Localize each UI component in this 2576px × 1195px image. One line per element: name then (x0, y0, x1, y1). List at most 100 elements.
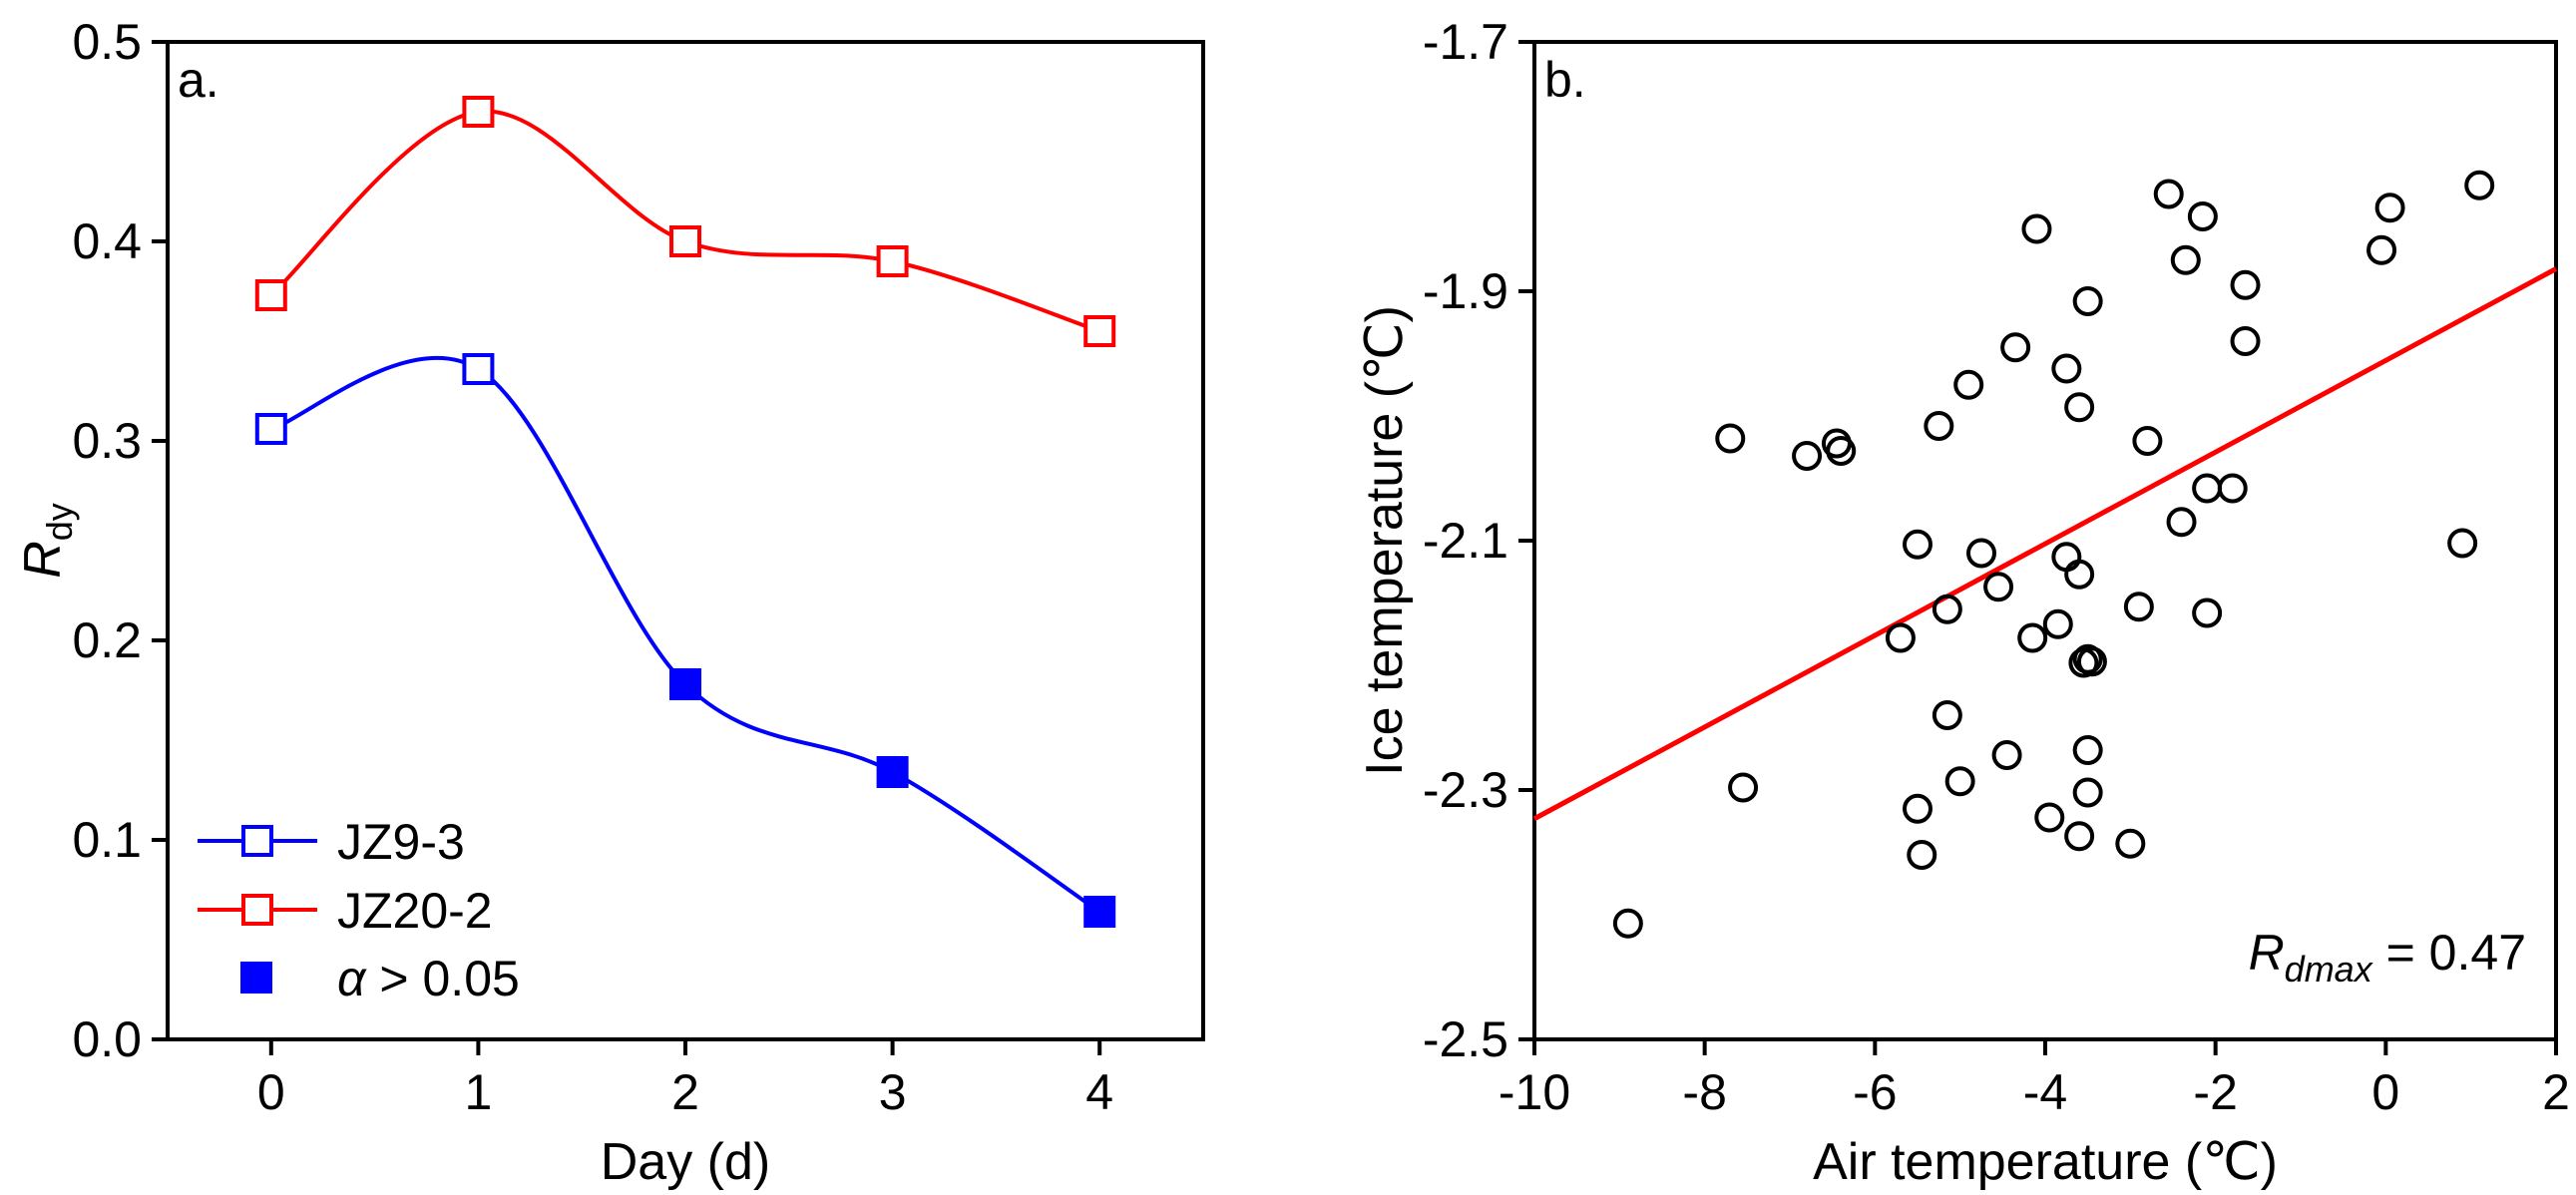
panel-a-x-axis-label: Day (d) (601, 1133, 770, 1191)
scatter-point (1932, 594, 1962, 624)
a-x-tick-label: 4 (1085, 1064, 1113, 1120)
scatter-point (1715, 423, 1746, 454)
a-y-tick-label: 0.1 (72, 812, 142, 868)
legend-item-significance: α > 0.05 (240, 951, 520, 1006)
legend-marker-jz20-2 (241, 894, 273, 926)
scatter-point (1983, 572, 2014, 602)
panel-a-series-markers (254, 96, 1116, 928)
scatter-point (2000, 332, 2031, 363)
legend-label-threshold: > 0.05 (366, 951, 520, 1006)
panel-b-scatter-chart: -2.5 -2.3 -2.1 -1.9 -1.7 -10 -8 -6 -4 -2 0 2 b. Ai… (1356, 14, 2570, 1191)
scatter-point (2447, 528, 2478, 559)
panel-a-series-lines (269, 109, 1101, 914)
panel-a-y-axis-label: Rdy (14, 503, 80, 579)
b-x-tick-label: -6 (1853, 1064, 1897, 1120)
annotation-r-sub: dmax (2285, 949, 2374, 990)
data-point-jz9-3 (254, 413, 287, 445)
scatter-point (2192, 598, 2223, 628)
data-point-jz20-2 (462, 96, 495, 128)
scatter-point (2021, 213, 2052, 244)
scatter-point (1966, 538, 1996, 569)
regression-fit-line (1532, 266, 2558, 821)
data-point-jz9-3 (669, 668, 701, 700)
panel-b-label: b. (1544, 52, 1586, 108)
scatter-point (2064, 559, 2095, 590)
scatter-point (2153, 179, 2184, 209)
scatter-point (1612, 908, 1643, 939)
scatter-point (2230, 326, 2261, 356)
scatter-point (1944, 766, 1975, 797)
b-x-tick-label: -4 (2023, 1064, 2067, 1120)
scatter-point (1826, 436, 1857, 466)
b-x-tick-label: 0 (2371, 1064, 2399, 1120)
scatter-point (2115, 828, 2146, 859)
data-point-jz20-2 (254, 279, 287, 311)
legend-item-jz9-3: JZ9-3 (198, 814, 465, 870)
panel-a-label: a. (178, 52, 219, 108)
scatter-point (1932, 700, 1962, 730)
a-y-tick-label: 0.5 (72, 14, 142, 70)
legend-label-jz20-2: JZ20-2 (337, 883, 493, 939)
data-point-jz20-2 (1083, 315, 1116, 347)
b-x-tick-label: -2 (2193, 1064, 2237, 1120)
series-line-jz20-2 (269, 109, 1100, 333)
b-y-tick-label: -1.9 (1423, 263, 1508, 319)
scatter-point (2217, 473, 2248, 504)
scatter-point (1907, 840, 1937, 870)
scatter-point (2170, 244, 2201, 275)
panel-a-y-ticks: 0.0 0.1 0.2 0.3 0.4 0.5 (72, 14, 168, 1067)
panel-b-x-axis-label: Air temperature (℃) (1813, 1133, 2278, 1191)
data-point-jz9-3 (1083, 896, 1116, 928)
scatter-point (2230, 269, 2261, 300)
panel-b-y-ticks: -2.5 -2.3 -2.1 -1.9 -1.7 (1423, 14, 1534, 1067)
a-x-tick-label: 2 (671, 1064, 699, 1120)
b-x-tick-label: -8 (1682, 1064, 1726, 1120)
data-point-jz20-2 (876, 245, 909, 277)
scatter-point (2064, 821, 2095, 852)
scatter-point (2034, 802, 2065, 833)
panel-b-frame (1532, 40, 2558, 1041)
scatter-point (1924, 411, 1954, 441)
scatter-point (1953, 369, 1984, 400)
scatter-point (2374, 193, 2405, 223)
scatter-point (1903, 793, 1932, 824)
panel-a-y-axis-label-main: R (14, 541, 72, 579)
b-y-tick-label: -1.7 (1423, 14, 1508, 70)
panel-a-y-axis-label-sub: dy (39, 503, 80, 541)
scatter-point (2051, 542, 2082, 573)
scatter-point (2187, 201, 2218, 231)
panel-a-legend: JZ9-3 JZ20-2 α > 0.05 (198, 814, 520, 1006)
a-x-tick-label: 3 (879, 1064, 907, 1120)
scatter-point (2072, 286, 2103, 316)
panel-b-points (1612, 170, 2495, 939)
panel-a-frame (166, 40, 1205, 1041)
legend-label-jz9-3: JZ9-3 (337, 814, 465, 870)
scatter-point (1728, 772, 1759, 803)
panel-b-x-ticks: -10 -8 -6 -4 -2 0 2 (1499, 1039, 2570, 1120)
panel-b-correlation-annotation: Rdmax = 0.47 (2249, 925, 2526, 990)
scatter-point (2017, 622, 2048, 653)
scatter-point (2366, 234, 2397, 265)
data-point-jz9-3 (462, 353, 495, 385)
annotation-r-value: = 0.47 (2372, 925, 2526, 981)
scatter-point (2051, 353, 2082, 384)
a-y-tick-label: 0.0 (72, 1011, 142, 1067)
b-x-tick-label: -10 (1499, 1064, 1570, 1120)
legend-item-jz20-2: JZ20-2 (198, 883, 493, 939)
annotation-r-main: R (2249, 925, 2285, 981)
scatter-point (2192, 473, 2223, 504)
scatter-point (1991, 740, 2022, 770)
legend-marker-jz9-3 (241, 825, 273, 857)
b-y-tick-label: -2.3 (1423, 762, 1508, 818)
scatter-point (1885, 622, 1916, 653)
scatter-point (2072, 777, 2103, 808)
data-point-jz20-2 (669, 225, 701, 257)
panel-a-x-ticks: 0 1 2 3 4 (257, 1039, 1113, 1120)
b-x-tick-label: 2 (2542, 1064, 2570, 1120)
scatter-point (2132, 426, 2163, 456)
a-y-tick-label: 0.2 (72, 612, 142, 668)
series-line-jz9-3 (270, 355, 1101, 914)
scatter-point (2042, 608, 2073, 639)
